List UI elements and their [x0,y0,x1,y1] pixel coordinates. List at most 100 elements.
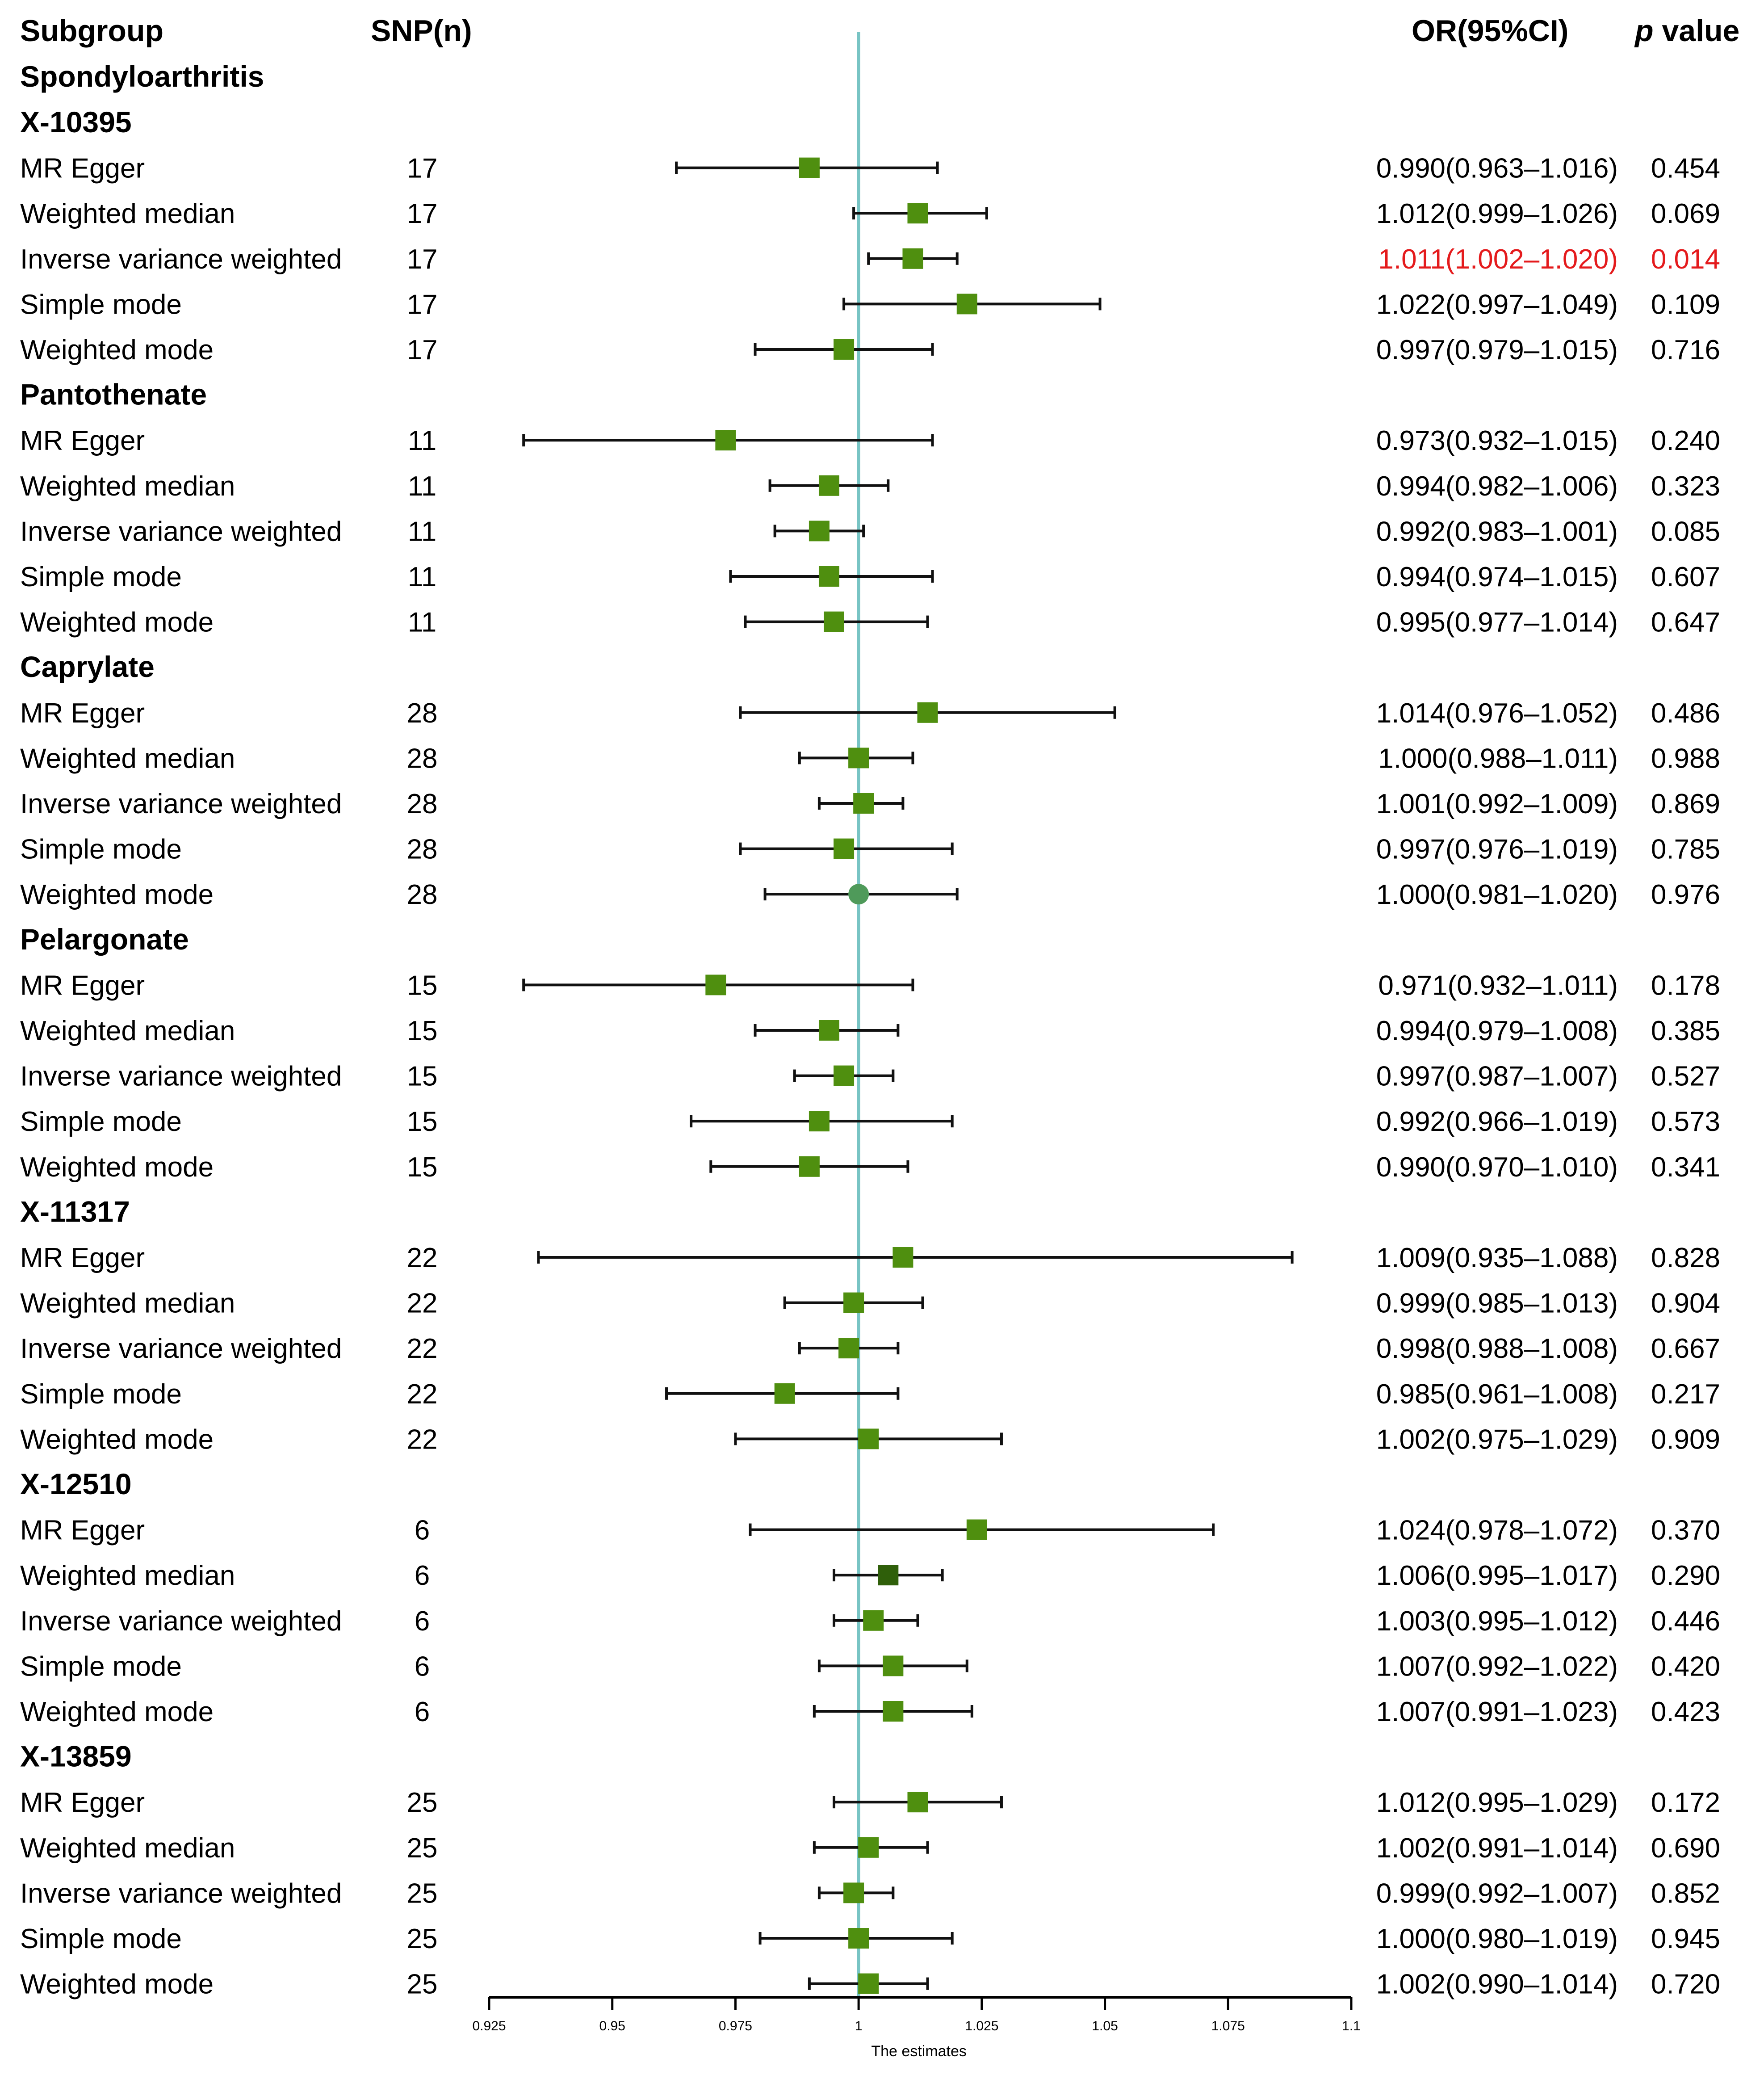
snp-count: 17 [407,198,438,229]
or-ci-value: 0.994(0.979–1.008) [1376,1016,1618,1046]
or-ci-value: 0.992(0.983–1.001) [1376,516,1618,547]
point-estimate [878,1565,899,1586]
point-estimate [824,611,844,632]
p-value: 0.014 [1651,244,1720,275]
point-estimate [883,1655,904,1676]
header-p-value: p value [1634,14,1739,48]
or-ci-value: 0.998(0.988–1.008) [1376,1333,1618,1364]
p-value: 0.109 [1651,289,1720,320]
point-estimate [843,1292,864,1313]
point-estimate [956,294,977,315]
snp-count: 28 [407,834,438,865]
snp-count: 15 [407,1152,438,1183]
or-ci-value: 1.001(0.992–1.009) [1376,789,1618,819]
p-value: 0.085 [1651,516,1720,547]
ci-mark [768,475,890,496]
x-tick-label: 0.95 [599,2019,625,2033]
point-estimate [705,974,726,995]
or-ci-value: 1.014(0.976–1.052) [1376,698,1618,729]
snp-count: 25 [407,1924,438,1954]
point-estimate [907,1792,928,1813]
point-estimate [799,1156,820,1177]
snp-count: 22 [407,1243,438,1273]
point-estimate [858,1973,879,1994]
or-ci-value: 1.007(0.992–1.022) [1376,1651,1618,1682]
snp-count: 15 [407,1106,438,1137]
group-label: X-12510 [20,1467,132,1500]
ci-mark [817,1882,895,1903]
ci-mark [522,430,934,451]
ci-mark [852,203,988,224]
or-ci-value: 1.011(1.002–1.020) [1378,244,1618,275]
or-ci-value: 0.997(0.987–1.007) [1376,1061,1618,1092]
point-estimate [818,1020,839,1041]
p-value: 0.573 [1651,1106,1720,1137]
table-header: Subgroup SNP(n) OR(95%CI) p value Spondy… [20,14,1739,93]
method-label: Inverse variance weighted [20,516,342,547]
p-value: 0.446 [1651,1606,1720,1637]
point-estimate [774,1383,795,1404]
ci-mark [739,702,1116,723]
method-label: MR Egger [20,153,145,184]
snp-count: 17 [407,244,438,275]
method-label: Weighted mode [20,879,214,910]
method-label: Weighted mode [20,1152,214,1183]
p-value: 0.341 [1651,1152,1720,1183]
ci-mark [665,1383,900,1404]
method-label: Inverse variance weighted [20,789,342,819]
snp-count: 17 [407,289,438,320]
ci-mark [754,1020,900,1041]
p-value: 0.607 [1651,562,1720,592]
snp-count: 6 [415,1651,430,1682]
ci-mark [754,339,934,360]
point-estimate [809,521,830,542]
method-label: Weighted mode [20,607,214,638]
snp-count: 25 [407,1787,438,1818]
method-label: Weighted median [20,471,235,502]
header-subgroup: Subgroup [20,14,163,48]
method-label: MR Egger [20,1787,145,1818]
p-value: 0.217 [1651,1379,1720,1410]
ci-mark [867,248,959,269]
point-estimate [838,1338,859,1359]
p-value: 0.323 [1651,471,1720,502]
snp-count: 17 [407,335,438,365]
snp-count: 6 [415,1606,430,1637]
or-ci-value: 1.012(0.999–1.026) [1376,198,1618,229]
method-label: Inverse variance weighted [20,1061,342,1092]
point-estimate [892,1247,913,1268]
snp-count: 25 [407,1969,438,2000]
p-value: 0.069 [1651,198,1720,229]
p-value: 0.904 [1651,1288,1720,1319]
ci-mark [537,1247,1294,1268]
snp-count: 28 [407,743,438,774]
point-estimate [848,884,869,905]
or-ci-value: 0.990(0.970–1.010) [1376,1152,1618,1183]
snp-count: 15 [407,1016,438,1046]
p-value: 0.828 [1651,1243,1720,1273]
method-label: Weighted median [20,1016,235,1046]
snp-count: 15 [407,970,438,1001]
method-label: Simple mode [20,1651,182,1682]
ci-mark [773,521,865,542]
point-estimate [818,566,839,587]
header-p-italic: p [1634,14,1654,48]
or-ci-value: 0.995(0.977–1.014) [1376,607,1618,638]
snp-count: 28 [407,698,438,729]
point-estimate [848,748,869,769]
or-ci-value: 0.992(0.966–1.019) [1376,1106,1618,1137]
or-ci-value: 0.971(0.932–1.011) [1378,970,1618,1001]
ci-mark [817,1655,968,1676]
ci-mark [833,1610,919,1631]
snp-count: 6 [415,1515,430,1546]
method-label: Weighted median [20,198,235,229]
p-value: 0.690 [1651,1833,1720,1864]
ci-mark [798,748,914,769]
point-estimate [843,1882,864,1903]
or-ci-value: 0.997(0.976–1.019) [1376,834,1618,865]
outcome-label: Spondyloarthritis [20,60,264,93]
or-ci-value: 1.024(0.978–1.072) [1376,1515,1618,1546]
snp-count: 22 [407,1424,438,1455]
or-ci-value: 1.009(0.935–1.088) [1376,1243,1618,1273]
method-label: Inverse variance weighted [20,244,342,275]
